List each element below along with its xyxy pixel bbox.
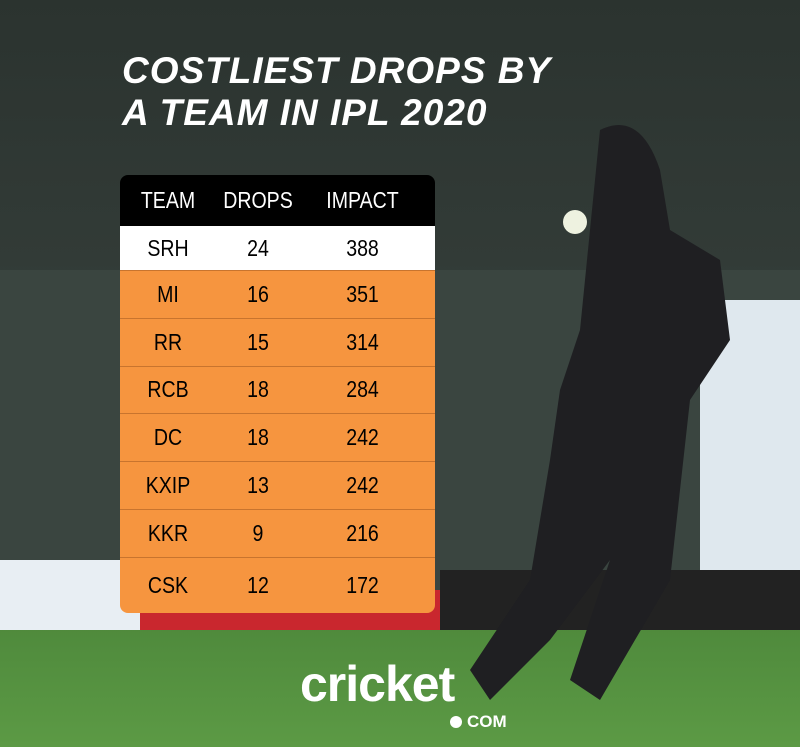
table-cell: RR — [153, 328, 183, 355]
table-cell: 24 — [247, 234, 269, 261]
table-row: CSK 12 172 — [120, 557, 435, 613]
table-cell: 314 — [346, 328, 379, 355]
table-cell: 388 — [346, 234, 379, 261]
header-cell: TEAM — [140, 187, 196, 213]
table: TEAM DROPS IMPACT SRH 24 388 MI 16 351 RR 15 314 RCB… — [120, 175, 435, 613]
table-row: KKR 9 216 — [120, 509, 435, 558]
table-cell: 351 — [346, 280, 379, 307]
table-row: RCB 18 284 — [120, 366, 435, 415]
table-cell: 12 — [247, 571, 269, 598]
table-cell: 9 — [252, 519, 264, 546]
table-cell: 15 — [247, 328, 269, 355]
header-cell: IMPACT — [326, 187, 399, 213]
ad-board — [0, 560, 140, 630]
table-cell: KXIP — [145, 472, 191, 499]
table-cell: 16 — [247, 280, 269, 307]
ball — [563, 210, 587, 234]
header-row: TEAM DROPS IMPACT — [120, 175, 435, 226]
title-line: A TEAM IN IPL 2020 — [122, 92, 488, 133]
logo-dot — [450, 716, 462, 728]
table-cell: DC — [153, 424, 183, 451]
table-cell: MI — [157, 280, 179, 307]
table-row: RR 15 314 — [120, 318, 435, 367]
table-cell: 18 — [247, 424, 269, 451]
table-row: KXIP 13 242 — [120, 462, 435, 510]
table-cell: CSK — [147, 571, 189, 598]
logo-suffix: COM — [467, 712, 507, 731]
title-line: COSTLIEST DROPS BY — [122, 50, 552, 91]
table-cell: RCB — [147, 376, 189, 403]
table-cell: 172 — [346, 571, 379, 598]
table-row: SRH 24 388 — [120, 226, 435, 271]
table-cell: 18 — [247, 376, 269, 403]
header-cell: DROPS — [223, 187, 293, 213]
player — [470, 125, 730, 700]
table-cell: 242 — [346, 424, 379, 451]
table-cell: 13 — [247, 472, 269, 499]
table-cell: 242 — [346, 472, 379, 499]
table-cell: KKR — [147, 519, 189, 546]
table-cell: 284 — [346, 376, 379, 403]
table-cell: 216 — [346, 519, 379, 546]
table-row: MI 16 351 — [120, 271, 435, 319]
table-row: DC 18 242 — [120, 414, 435, 463]
logo: cricket — [300, 656, 455, 712]
table-cell: SRH — [147, 234, 189, 261]
